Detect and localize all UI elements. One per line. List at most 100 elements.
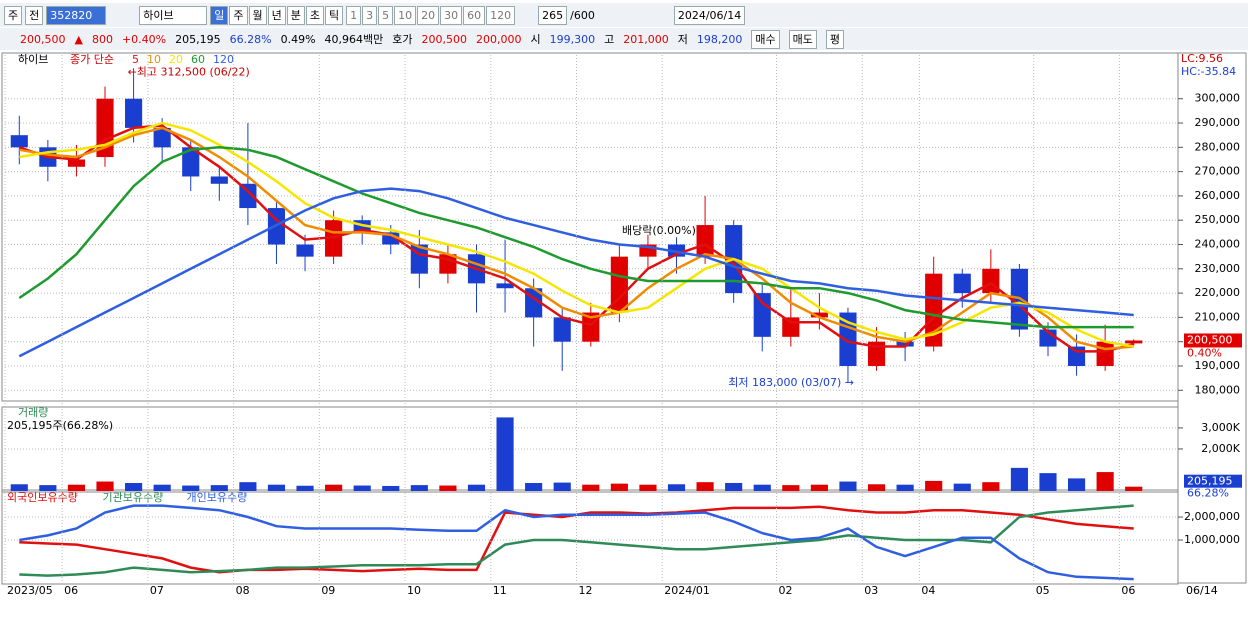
minute[interactable]: 3 xyxy=(362,5,378,25)
minutes: 1 3 5 10 20 30 60 120 xyxy=(346,5,516,25)
volume-bar xyxy=(525,483,543,491)
candle-body xyxy=(239,183,257,209)
legend-entry: 외국인보유수량 xyxy=(7,491,78,504)
prev[interactable]: 전 xyxy=(25,5,44,25)
candle-body xyxy=(125,98,143,128)
date[interactable]: 2024/06/14 xyxy=(673,5,746,25)
minute[interactable]: 60 xyxy=(463,5,486,25)
volume-bar xyxy=(1010,467,1028,491)
candle-body xyxy=(296,244,314,257)
interval[interactable]: 년 xyxy=(267,5,286,25)
code[interactable]: 352820 xyxy=(46,5,107,25)
y-tick-label: 220,000 xyxy=(1195,286,1241,299)
volume-bar xyxy=(867,484,886,491)
interval[interactable]: 틱 xyxy=(325,5,344,25)
volume-bar xyxy=(896,484,914,491)
volume-bar xyxy=(325,484,343,491)
info-amount: 40,964백만 xyxy=(324,33,384,46)
volume-bar xyxy=(382,485,400,491)
x-tick-label: 09 xyxy=(321,584,335,597)
info-change-pct: +0.40% xyxy=(121,32,167,46)
legend-prefix: 종가 단순 xyxy=(70,53,114,66)
last-volume-box xyxy=(1184,474,1242,488)
info-sell[interactable]: 매도 xyxy=(788,29,817,49)
period[interactable]: 주 xyxy=(4,5,23,25)
volume-bar xyxy=(582,484,600,491)
info-arrow: ▲ xyxy=(74,32,83,46)
minute[interactable]: 120 xyxy=(486,5,516,25)
volume-bar xyxy=(410,485,428,491)
volume-bar xyxy=(353,485,371,491)
candle-body xyxy=(1067,346,1086,366)
stock-name[interactable]: 하이브 xyxy=(139,5,208,25)
ma-line xyxy=(18,146,1134,329)
y-tick-label: 1,000,000 xyxy=(1184,533,1240,546)
candle-body xyxy=(10,135,28,148)
count[interactable]: 265 xyxy=(538,5,568,25)
candle-body xyxy=(696,225,714,257)
x-tick-label: 03 xyxy=(864,584,878,597)
y-tick-label: 300,000 xyxy=(1195,92,1241,105)
candle-body xyxy=(810,312,828,318)
info-low: 198,200 xyxy=(696,32,743,46)
legend-entry: 10 xyxy=(147,53,161,66)
minute[interactable]: 20 xyxy=(417,5,440,25)
last-change-label: 0.40% xyxy=(1187,346,1222,359)
volume-bar xyxy=(1125,486,1143,491)
volume-bar xyxy=(496,417,514,491)
candle-body xyxy=(553,317,571,342)
info-quote-label: 호가 xyxy=(392,33,413,46)
info-bar: 200,500 ▲ 800 +0.40% 205,195 66.28% 0.49% 40,96… xyxy=(0,28,1248,50)
interval[interactable]: 초 xyxy=(305,5,324,25)
candle-body xyxy=(67,159,86,167)
chart: 180,000190,000200,000210,000220,000230,0… xyxy=(1,52,1247,597)
x-tick-label: 06 xyxy=(64,584,78,597)
minute[interactable]: 30 xyxy=(440,5,463,25)
volume-bar xyxy=(439,485,457,491)
volume-bar xyxy=(667,484,686,491)
legend-entry: 기관보유수량 xyxy=(103,491,164,504)
x-tick-label: 04 xyxy=(921,584,935,597)
info-avg[interactable]: 평 xyxy=(825,29,845,49)
interval[interactable]: 월 xyxy=(248,5,267,25)
volume-bar xyxy=(839,481,857,491)
axis-frame xyxy=(1177,52,1247,584)
interval[interactable]: 일 xyxy=(210,5,229,25)
volume-bar xyxy=(10,484,28,491)
y-tick-label: 3,000K xyxy=(1201,421,1240,434)
info-bid: 200,000 xyxy=(476,32,522,46)
interval[interactable]: 분 xyxy=(286,5,305,25)
minute[interactable]: 5 xyxy=(378,5,394,25)
info-buy[interactable]: 매수 xyxy=(751,29,780,49)
y-tick-label: 280,000 xyxy=(1195,140,1241,153)
x-tick-label: 11 xyxy=(493,584,507,597)
legend-entry: 5 xyxy=(132,53,139,66)
panel-title: 거래량 xyxy=(18,406,48,419)
volume-bar xyxy=(725,483,743,491)
panel-frame xyxy=(1,406,1179,493)
minute[interactable]: 10 xyxy=(394,5,417,25)
info-ask: 200,500 xyxy=(421,32,468,46)
last-price-label: 200,500 xyxy=(1187,333,1233,346)
candle-body xyxy=(782,317,800,337)
last-price-box xyxy=(1184,333,1242,348)
x-tick-label: 08 xyxy=(236,584,250,597)
volume-bar xyxy=(153,484,171,491)
info-high: 201,000 xyxy=(623,32,669,46)
info-low-label: 저 xyxy=(677,33,688,46)
legend-entry: 개인보유수량 xyxy=(187,491,248,504)
annotation-low: 최저 183,000 (03/07) → xyxy=(728,376,854,389)
volume-bar xyxy=(1096,472,1114,491)
candle-body xyxy=(1125,340,1143,344)
y-tick-label: 190,000 xyxy=(1195,359,1241,372)
minute[interactable]: 1 xyxy=(346,5,362,25)
candle-body xyxy=(867,341,886,366)
volume-bar xyxy=(810,484,828,491)
y-tick-label: 270,000 xyxy=(1195,165,1241,178)
panel-title: 하이브 xyxy=(18,52,48,66)
lc-label: LC:9.56 xyxy=(1181,52,1223,65)
interval[interactable]: 주 xyxy=(229,5,248,25)
volume-bar xyxy=(639,484,657,491)
x-tick-label: 12 xyxy=(579,584,593,597)
